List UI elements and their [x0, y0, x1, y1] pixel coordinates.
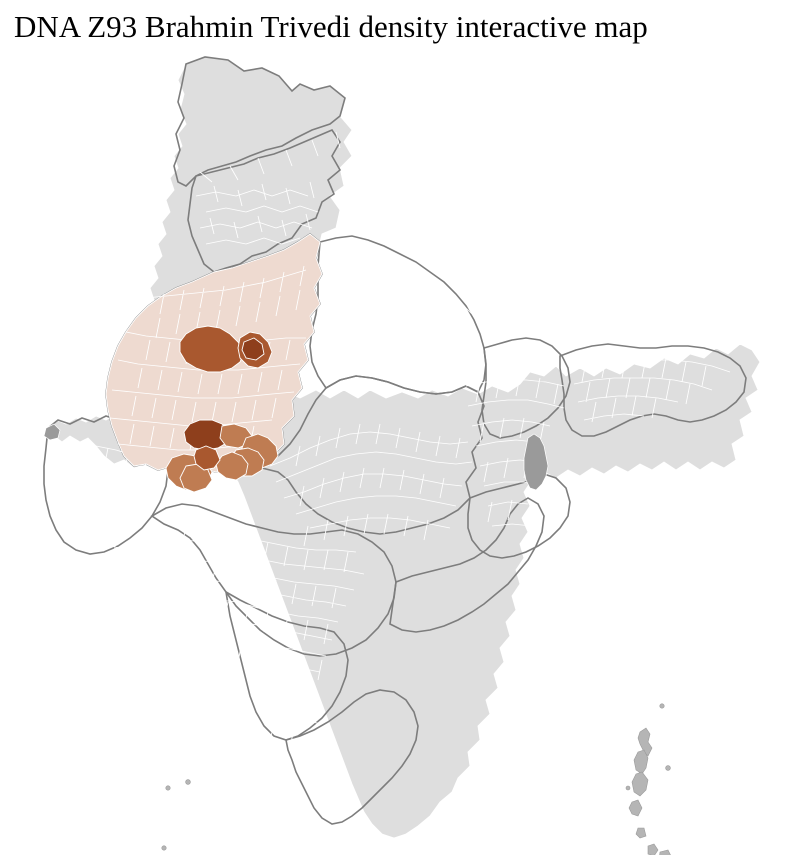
- district-lines-deccan: [175, 515, 365, 795]
- island-dot-lakshadweep-south[interactable]: [161, 845, 167, 851]
- island-dot-lakshadweep-north[interactable]: [165, 785, 171, 791]
- state-border-northeast: [559, 343, 747, 437]
- region-gujarat-kutch-tip[interactable]: [43, 423, 61, 441]
- state-border-jammu-kashmir: [173, 56, 346, 187]
- island-andaman-south[interactable]: [631, 771, 649, 797]
- island-little-andaman[interactable]: [628, 799, 643, 817]
- island-dot-barren[interactable]: [659, 703, 665, 709]
- gray-highlight-group[interactable]: [43, 423, 549, 491]
- region-bengal-coast[interactable]: [523, 433, 549, 491]
- district-jaipur-core[interactable]: [241, 337, 265, 361]
- district-lines-central: [269, 423, 473, 547]
- district-lines-northeast: [571, 357, 731, 423]
- district-sikar[interactable]: [179, 325, 245, 373]
- page-title: DNA Z93 Brahmin Trivedi density interact…: [14, 9, 648, 44]
- state-border-karnataka: [224, 590, 349, 741]
- island-great-nicobar[interactable]: [659, 849, 672, 855]
- island-nicobar-south[interactable]: [647, 843, 659, 855]
- state-border-uttar-pradesh: [309, 235, 487, 395]
- island-dot-narcondam[interactable]: [665, 765, 671, 771]
- map-container[interactable]: [0, 46, 811, 855]
- india-district-choropleth-map[interactable]: [0, 46, 811, 855]
- district-lines-north: [195, 131, 341, 245]
- landmass-group: [47, 56, 761, 839]
- island-dot-lakshadweep-mid[interactable]: [185, 779, 191, 785]
- island-dot-east[interactable]: [625, 785, 631, 791]
- district-lines-ganga-plain: [325, 245, 483, 389]
- district-pratapgarh[interactable]: [193, 445, 221, 471]
- district-borders-group: [51, 131, 731, 795]
- islands-group: [161, 703, 672, 855]
- highlight-districts-group[interactable]: [165, 325, 279, 493]
- district-ratlam[interactable]: [215, 451, 249, 481]
- state-border-himachal-punjab: [187, 129, 342, 273]
- state-border-kerala-tamilnadu: [285, 689, 419, 825]
- state-border-andhra-telangana: [389, 497, 545, 633]
- state-border-gujarat: [43, 413, 169, 555]
- state-border-bihar-jharkhand-bengal: [481, 337, 571, 439]
- island-andaman-north[interactable]: [637, 727, 653, 757]
- island-nicobar-north[interactable]: [635, 827, 647, 839]
- district-chittorgarh[interactable]: [183, 419, 231, 451]
- island-andaman-middle[interactable]: [633, 749, 649, 775]
- state-border-maharashtra: [150, 503, 397, 657]
- india-landmass[interactable]: [47, 56, 761, 839]
